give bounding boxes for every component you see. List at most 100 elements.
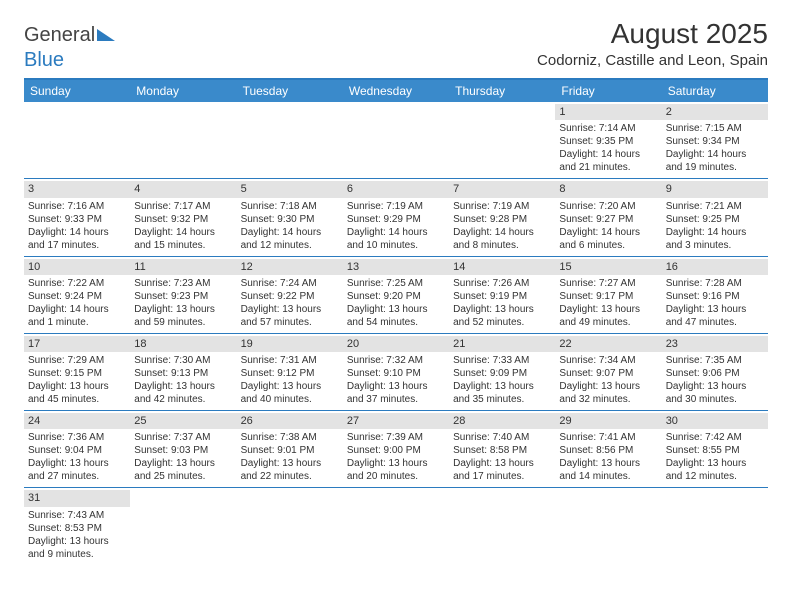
day-cell: 23Sunrise: 7:35 AMSunset: 9:06 PMDayligh… xyxy=(662,334,768,410)
day-cell: 20Sunrise: 7:32 AMSunset: 9:10 PMDayligh… xyxy=(343,334,449,410)
day-number: 13 xyxy=(343,259,449,275)
day-number: 23 xyxy=(662,336,768,352)
sunset-line: Sunset: 9:04 PM xyxy=(28,444,126,457)
day-number: 7 xyxy=(449,181,555,197)
sunset-line: Sunset: 9:25 PM xyxy=(666,213,764,226)
day-cell xyxy=(237,102,343,178)
day-cell: 1Sunrise: 7:14 AMSunset: 9:35 PMDaylight… xyxy=(555,102,661,178)
day-cell: 27Sunrise: 7:39 AMSunset: 9:00 PMDayligh… xyxy=(343,411,449,487)
day-cell xyxy=(449,488,555,564)
sunrise-line: Sunrise: 7:26 AM xyxy=(453,277,551,290)
day-number: 14 xyxy=(449,259,555,275)
day-number: 19 xyxy=(237,336,343,352)
day-cell: 11Sunrise: 7:23 AMSunset: 9:23 PMDayligh… xyxy=(130,257,236,333)
daylight-line: Daylight: 14 hours xyxy=(241,226,339,239)
daylight-line: and 27 minutes. xyxy=(28,470,126,483)
sunset-line: Sunset: 9:16 PM xyxy=(666,290,764,303)
sunrise-line: Sunrise: 7:22 AM xyxy=(28,277,126,290)
daylight-line: and 10 minutes. xyxy=(347,239,445,252)
sunrise-line: Sunrise: 7:34 AM xyxy=(559,354,657,367)
daylight-line: Daylight: 13 hours xyxy=(241,303,339,316)
day-number: 4 xyxy=(130,181,236,197)
day-cell: 14Sunrise: 7:26 AMSunset: 9:19 PMDayligh… xyxy=(449,257,555,333)
daylight-line: Daylight: 13 hours xyxy=(559,380,657,393)
sunrise-line: Sunrise: 7:19 AM xyxy=(347,200,445,213)
daylight-line: Daylight: 13 hours xyxy=(241,457,339,470)
daylight-line: and 12 minutes. xyxy=(666,470,764,483)
day-cell: 24Sunrise: 7:36 AMSunset: 9:04 PMDayligh… xyxy=(24,411,130,487)
daylight-line: Daylight: 13 hours xyxy=(241,380,339,393)
daylight-line: Daylight: 13 hours xyxy=(347,303,445,316)
weekday-header: Monday xyxy=(130,80,236,102)
weekday-header: Saturday xyxy=(662,80,768,102)
day-number: 24 xyxy=(24,413,130,429)
sunset-line: Sunset: 9:30 PM xyxy=(241,213,339,226)
logo-triangle-icon xyxy=(97,24,115,47)
header: GeneralBlue August 2025 Codorniz, Castil… xyxy=(24,18,768,72)
daylight-line: Daylight: 13 hours xyxy=(347,380,445,393)
sunset-line: Sunset: 9:10 PM xyxy=(347,367,445,380)
daylight-line: and 25 minutes. xyxy=(134,470,232,483)
day-number: 22 xyxy=(555,336,661,352)
daylight-line: and 8 minutes. xyxy=(453,239,551,252)
sunrise-line: Sunrise: 7:14 AM xyxy=(559,122,657,135)
weekday-header: Sunday xyxy=(24,80,130,102)
daylight-line: and 59 minutes. xyxy=(134,316,232,329)
day-number: 6 xyxy=(343,181,449,197)
daylight-line: and 19 minutes. xyxy=(666,161,764,174)
day-cell: 29Sunrise: 7:41 AMSunset: 8:56 PMDayligh… xyxy=(555,411,661,487)
sunrise-line: Sunrise: 7:29 AM xyxy=(28,354,126,367)
sunset-line: Sunset: 9:33 PM xyxy=(28,213,126,226)
daylight-line: Daylight: 13 hours xyxy=(666,303,764,316)
daylight-line: Daylight: 14 hours xyxy=(559,148,657,161)
sunset-line: Sunset: 9:28 PM xyxy=(453,213,551,226)
logo: GeneralBlue xyxy=(24,24,115,72)
day-cell: 25Sunrise: 7:37 AMSunset: 9:03 PMDayligh… xyxy=(130,411,236,487)
sunrise-line: Sunrise: 7:19 AM xyxy=(453,200,551,213)
daylight-line: and 45 minutes. xyxy=(28,393,126,406)
daylight-line: and 12 minutes. xyxy=(241,239,339,252)
daylight-line: Daylight: 14 hours xyxy=(666,148,764,161)
sunrise-line: Sunrise: 7:36 AM xyxy=(28,431,126,444)
day-cell: 9Sunrise: 7:21 AMSunset: 9:25 PMDaylight… xyxy=(662,179,768,255)
daylight-line: Daylight: 13 hours xyxy=(453,457,551,470)
sunrise-line: Sunrise: 7:16 AM xyxy=(28,200,126,213)
sunrise-line: Sunrise: 7:43 AM xyxy=(28,509,126,522)
day-cell: 18Sunrise: 7:30 AMSunset: 9:13 PMDayligh… xyxy=(130,334,236,410)
day-cell xyxy=(343,488,449,564)
sunset-line: Sunset: 8:55 PM xyxy=(666,444,764,457)
sunrise-line: Sunrise: 7:27 AM xyxy=(559,277,657,290)
daylight-line: Daylight: 14 hours xyxy=(347,226,445,239)
day-cell xyxy=(343,102,449,178)
day-cell: 21Sunrise: 7:33 AMSunset: 9:09 PMDayligh… xyxy=(449,334,555,410)
weekday-header: Thursday xyxy=(449,80,555,102)
daylight-line: Daylight: 14 hours xyxy=(666,226,764,239)
week-row: 1Sunrise: 7:14 AMSunset: 9:35 PMDaylight… xyxy=(24,102,768,179)
day-number: 5 xyxy=(237,181,343,197)
sunset-line: Sunset: 9:20 PM xyxy=(347,290,445,303)
day-number: 8 xyxy=(555,181,661,197)
month-title: August 2025 xyxy=(537,18,768,50)
daylight-line: Daylight: 13 hours xyxy=(134,303,232,316)
day-cell: 30Sunrise: 7:42 AMSunset: 8:55 PMDayligh… xyxy=(662,411,768,487)
daylight-line: Daylight: 13 hours xyxy=(453,303,551,316)
sunset-line: Sunset: 9:07 PM xyxy=(559,367,657,380)
sunset-line: Sunset: 9:12 PM xyxy=(241,367,339,380)
weeks-container: 1Sunrise: 7:14 AMSunset: 9:35 PMDaylight… xyxy=(24,102,768,565)
day-cell xyxy=(662,488,768,564)
daylight-line: and 32 minutes. xyxy=(559,393,657,406)
daylight-line: Daylight: 13 hours xyxy=(453,380,551,393)
day-cell: 10Sunrise: 7:22 AMSunset: 9:24 PMDayligh… xyxy=(24,257,130,333)
daylight-line: and 40 minutes. xyxy=(241,393,339,406)
sunset-line: Sunset: 9:22 PM xyxy=(241,290,339,303)
sunset-line: Sunset: 9:24 PM xyxy=(28,290,126,303)
daylight-line: Daylight: 13 hours xyxy=(134,457,232,470)
day-cell: 6Sunrise: 7:19 AMSunset: 9:29 PMDaylight… xyxy=(343,179,449,255)
daylight-line: and 54 minutes. xyxy=(347,316,445,329)
daylight-line: Daylight: 14 hours xyxy=(28,226,126,239)
daylight-line: Daylight: 14 hours xyxy=(453,226,551,239)
sunset-line: Sunset: 9:03 PM xyxy=(134,444,232,457)
day-number: 17 xyxy=(24,336,130,352)
day-number: 18 xyxy=(130,336,236,352)
sunrise-line: Sunrise: 7:24 AM xyxy=(241,277,339,290)
